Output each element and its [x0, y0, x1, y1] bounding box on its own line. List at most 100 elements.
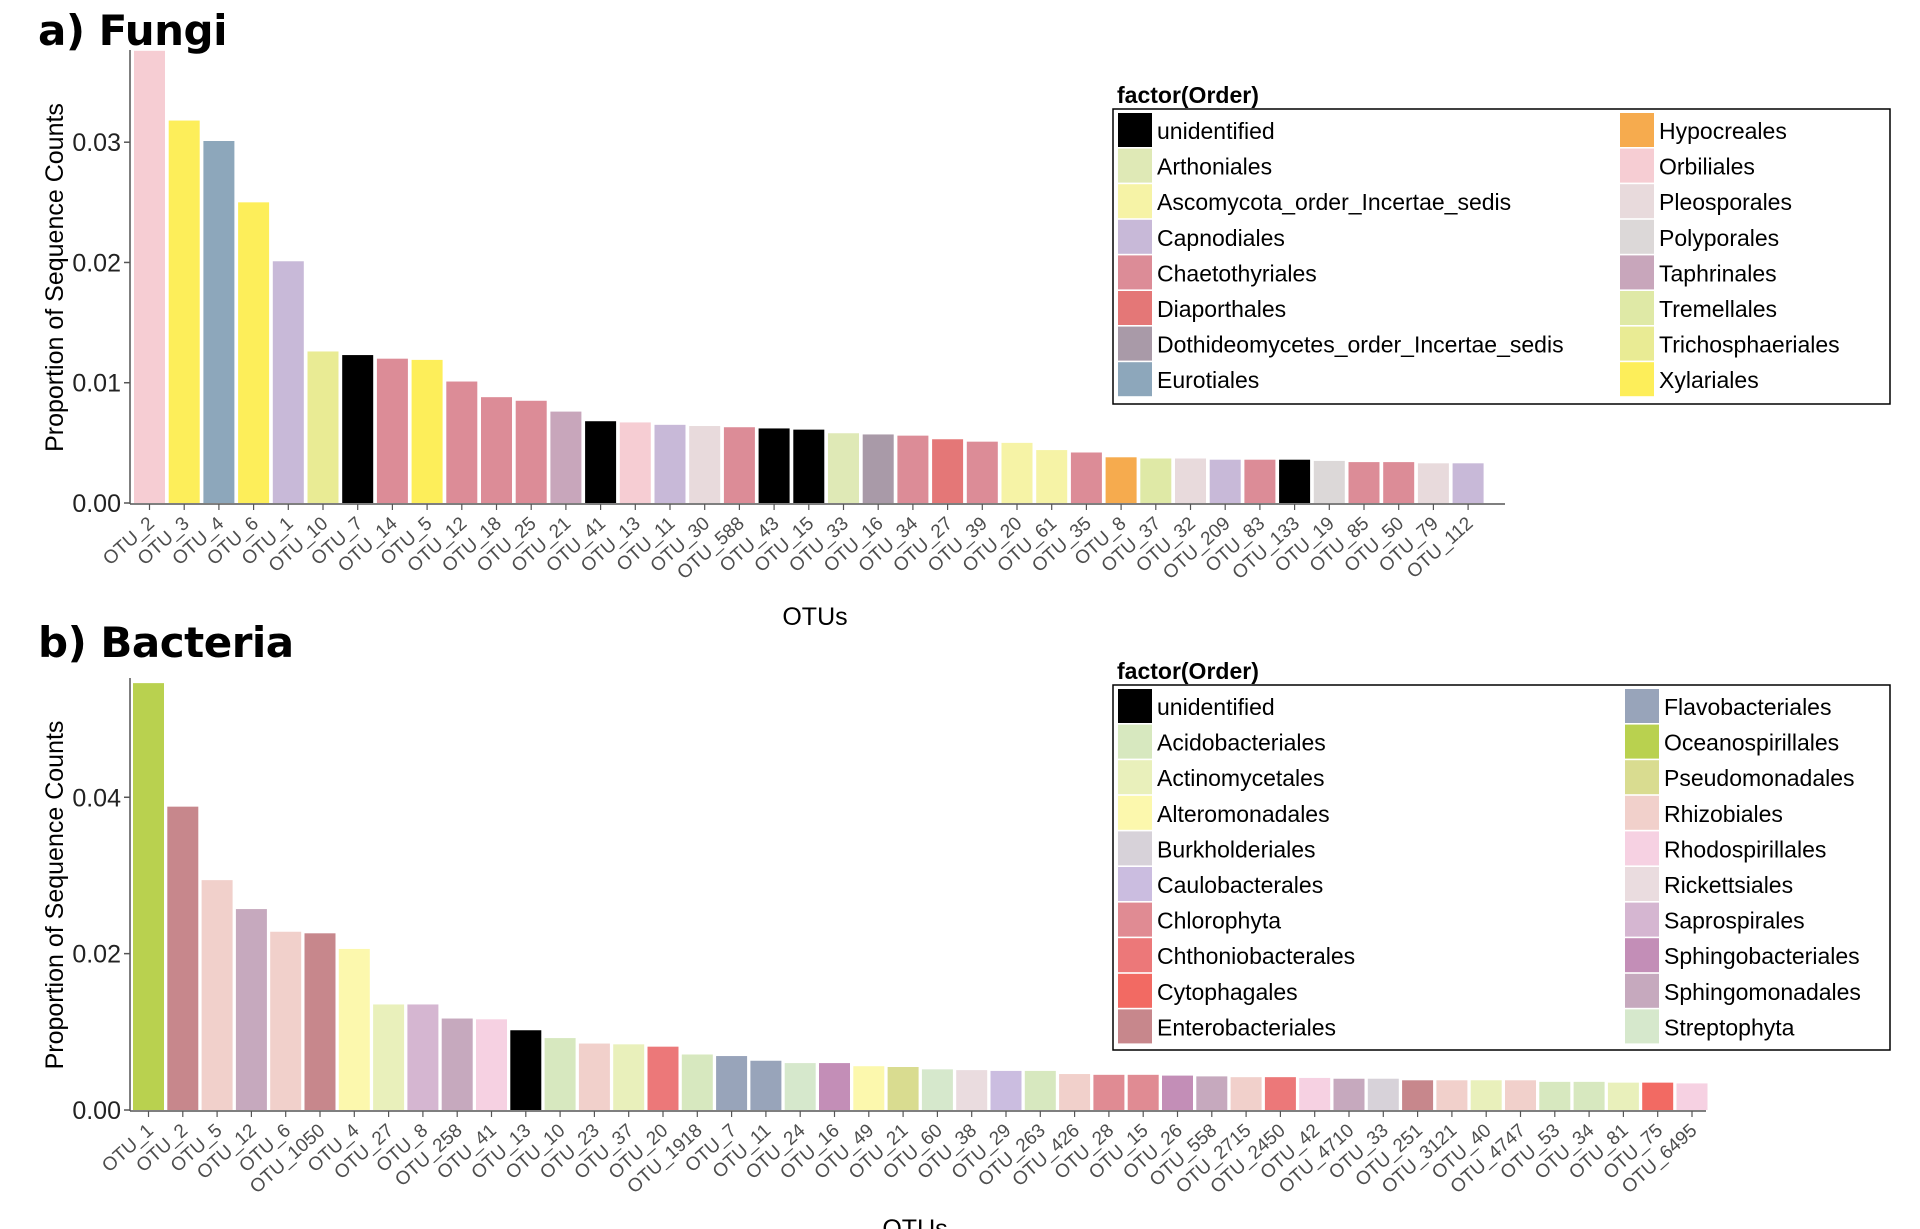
- bar-otu-29: [990, 1070, 1022, 1110]
- legend-label: Taphrinales: [1659, 260, 1777, 286]
- fungi-chart: 0.000.010.020.03OTU_2OTU_3OTU_4OTU_6OTU_…: [41, 50, 1891, 631]
- legend-swatch: [1620, 362, 1654, 397]
- y-tick-label: 0.00: [72, 490, 121, 518]
- bar-otu-35: [1070, 452, 1102, 503]
- bar-otu-85: [1348, 462, 1380, 503]
- bar-otu-21: [887, 1067, 919, 1110]
- legend-swatch: [1118, 689, 1152, 723]
- bar-otu-5: [411, 359, 443, 503]
- y-tick-label: 0.03: [72, 129, 121, 157]
- legend-label: Orbiliales: [1659, 154, 1755, 180]
- legend-swatch: [1118, 831, 1152, 866]
- bar-otu-19: [1313, 460, 1345, 503]
- bar-otu-13: [619, 422, 651, 503]
- bar-otu-4: [203, 140, 235, 504]
- bar-otu-42: [1299, 1077, 1331, 1110]
- bar-otu-10: [544, 1038, 576, 1110]
- bar-otu-28: [1093, 1074, 1125, 1110]
- legend-swatch: [1118, 867, 1152, 901]
- bar-otu-209: [1209, 459, 1241, 503]
- bar-otu-20: [647, 1046, 679, 1110]
- bar-otu-258: [441, 1018, 473, 1110]
- legend-label: Polyporales: [1659, 225, 1779, 251]
- legend-box: [1112, 108, 1891, 405]
- legend-swatch: [1118, 113, 1152, 147]
- legend-label: Oceanospirillales: [1664, 730, 1839, 756]
- bar-otu-18: [481, 397, 512, 503]
- legend-box: [1112, 684, 1891, 1051]
- bar-otu-25: [515, 400, 547, 503]
- panel-b-title: b) Bacteria: [38, 618, 294, 667]
- x-axis-title: OTUs: [882, 1215, 947, 1229]
- bar-otu-34: [897, 435, 929, 503]
- y-axis-title: Proportion of Sequence Counts: [41, 103, 69, 452]
- bar-otu-30: [689, 426, 721, 503]
- panel-a-title: a) Fungi: [38, 6, 228, 55]
- bar-otu-39: [966, 441, 998, 503]
- bar-otu-15: [1127, 1074, 1159, 1110]
- bar-otu-41: [476, 1019, 507, 1110]
- bar-otu-16: [819, 1063, 850, 1110]
- bar-otu-6495: [1676, 1083, 1708, 1110]
- bar-otu-1050: [304, 933, 336, 1110]
- legend-label: Sphingomonadales: [1664, 979, 1861, 1005]
- legend-swatch: [1118, 326, 1152, 361]
- legend-swatch: [1620, 326, 1654, 361]
- bar-otu-61: [1036, 450, 1068, 503]
- bar-otu-1918: [681, 1054, 713, 1110]
- bar-otu-32: [1175, 458, 1206, 503]
- legend-swatch: [1118, 724, 1152, 759]
- legend-swatch: [1118, 219, 1152, 254]
- bar-otu-263: [1024, 1070, 1056, 1110]
- legend-label: Pleosporales: [1659, 189, 1792, 215]
- legend-label: Sphingobacteriales: [1664, 943, 1860, 969]
- legend-label: Chlorophyta: [1157, 908, 1281, 934]
- bar-otu-38: [956, 1070, 988, 1110]
- legend-swatch: [1118, 255, 1152, 290]
- bar-otu-11: [654, 424, 686, 503]
- bar-otu-81: [1607, 1082, 1639, 1110]
- y-tick-label: 0.01: [72, 370, 121, 398]
- bar-otu-6: [238, 202, 270, 504]
- legend-swatch: [1625, 760, 1659, 795]
- bar-otu-11: [750, 1060, 782, 1110]
- bar-otu-79: [1417, 463, 1449, 503]
- bar-otu-43: [758, 428, 790, 503]
- bar-otu-10: [307, 351, 339, 503]
- bar-otu-5: [201, 880, 233, 1110]
- legend-label: Hypocreales: [1659, 118, 1787, 144]
- legend-label: Rhizobiales: [1664, 801, 1783, 827]
- bar-otu-37: [1140, 458, 1172, 503]
- legend-label: Caulobacterales: [1157, 872, 1323, 898]
- bar-otu-26: [1162, 1075, 1193, 1110]
- bar-otu-12: [235, 909, 267, 1110]
- legend-label: Chthoniobacterales: [1157, 943, 1355, 969]
- bar-otu-21: [550, 411, 582, 503]
- bar-otu-83: [1244, 459, 1276, 503]
- y-axis-title: Proportion of Sequence Counts: [41, 721, 69, 1070]
- legend-swatch: [1118, 184, 1152, 219]
- bar-otu-2450: [1264, 1077, 1296, 1110]
- bar-otu-251: [1402, 1080, 1434, 1110]
- bar-otu-60: [921, 1069, 953, 1110]
- legend-swatch: [1118, 795, 1152, 830]
- legend-swatch: [1620, 148, 1654, 183]
- legend-label: Burkholderiales: [1157, 836, 1316, 862]
- legend-swatch: [1118, 902, 1152, 937]
- bar-otu-37: [613, 1044, 645, 1110]
- legend-swatch: [1625, 867, 1659, 901]
- legend-swatch: [1620, 291, 1654, 325]
- x-axis-title: OTUs: [782, 603, 847, 631]
- bar-otu-588: [723, 427, 755, 503]
- legend-swatch: [1625, 689, 1659, 723]
- bar-otu-27: [932, 439, 964, 503]
- legend-swatch: [1118, 291, 1152, 325]
- bar-otu-2715: [1230, 1077, 1262, 1110]
- legend-title: factor(Order): [1117, 658, 1259, 684]
- bar-otu-1: [133, 683, 164, 1110]
- legend-label: Dothideomycetes_order_Incertae_sedis: [1157, 332, 1564, 358]
- bar-otu-15: [793, 429, 825, 503]
- legend-label: Arthoniales: [1157, 154, 1272, 180]
- bar-otu-2: [167, 806, 199, 1110]
- legend-label: Saprospirales: [1664, 908, 1805, 934]
